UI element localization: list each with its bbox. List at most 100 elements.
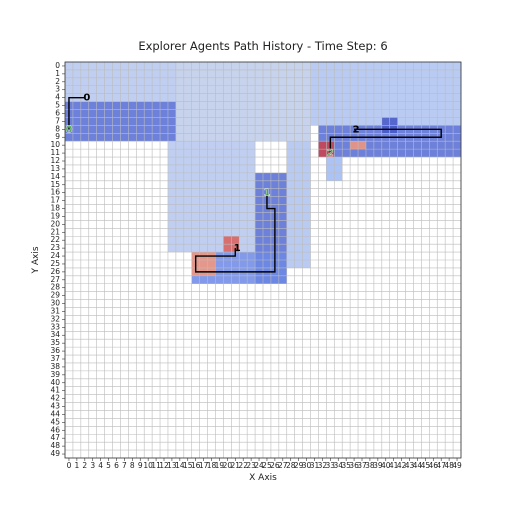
y-tick-label: 33 <box>50 322 60 331</box>
y-tick-label: 20 <box>50 219 60 228</box>
x-tick-label: 2 <box>82 461 87 470</box>
y-tick-label: 39 <box>50 370 60 379</box>
x-tick-label: 5 <box>106 461 111 470</box>
x-tick-label: 22 <box>238 461 248 470</box>
x-tick-label: 30 <box>302 461 312 470</box>
chart-title: Explorer Agents Path History - Time Step… <box>138 39 387 53</box>
x-tick-label: 44 <box>413 461 423 470</box>
y-tick-label: 15 <box>50 180 60 189</box>
x-tick-label: 36 <box>349 461 359 470</box>
x-tick-label: 41 <box>389 461 399 470</box>
x-tick-label: 15 <box>183 461 193 470</box>
y-tick-label: 10 <box>50 140 60 149</box>
x-tick-label: 20 <box>223 461 233 470</box>
y-tick-label: 38 <box>50 362 60 371</box>
x-tick-label: 21 <box>231 461 241 470</box>
y-tick-label: 37 <box>50 354 60 363</box>
x-tick-label: 47 <box>436 461 446 470</box>
x-tick-label: 38 <box>365 461 375 470</box>
x-tick-label: 3 <box>90 461 95 470</box>
x-tick-label: 34 <box>333 461 343 470</box>
x-tick-label: 19 <box>215 461 225 470</box>
y-tick-label: 25 <box>50 259 60 268</box>
agent-start-label: 0 <box>65 124 72 135</box>
y-tick-label: 48 <box>50 441 60 450</box>
y-tick-label: 44 <box>50 409 60 418</box>
y-tick-label: 45 <box>50 417 60 426</box>
x-tick-label: 17 <box>199 461 209 470</box>
y-tick-label: 49 <box>50 449 60 458</box>
x-tick-label: 27 <box>278 461 288 470</box>
y-tick-label: 21 <box>50 227 60 236</box>
x-tick-label: 12 <box>159 461 169 470</box>
y-tick-label: 9 <box>55 132 60 141</box>
x-tick-label: 28 <box>286 461 296 470</box>
x-tick-label: 43 <box>405 461 415 470</box>
y-tick-label: 28 <box>50 283 60 292</box>
x-tick-label: 4 <box>98 461 103 470</box>
x-tick-label: 33 <box>326 461 336 470</box>
x-tick-label: 10 <box>143 461 153 470</box>
grid <box>64 61 462 459</box>
y-tick-label: 29 <box>50 291 60 300</box>
x-tick-label: 35 <box>341 461 351 470</box>
agent-current-label: 1 <box>234 243 241 254</box>
y-tick-label: 6 <box>55 108 60 117</box>
x-tick-label: 13 <box>167 461 177 470</box>
y-tick-label: 46 <box>50 425 60 434</box>
y-tick-label: 17 <box>50 196 60 205</box>
agent-path <box>194 192 276 273</box>
x-tick-label: 8 <box>130 461 135 470</box>
y-tick-label: 27 <box>50 275 60 284</box>
x-tick-label: 40 <box>381 461 391 470</box>
y-tick-label: 2 <box>55 77 60 86</box>
x-tick-label: 6 <box>114 461 119 470</box>
y-tick-label: 7 <box>55 116 60 125</box>
x-tick-label: 9 <box>138 461 143 470</box>
x-tick-label: 18 <box>207 461 217 470</box>
agent-current-label: 2 <box>353 124 360 135</box>
y-tick-label: 36 <box>50 346 60 355</box>
x-axis-label: X Axis <box>249 473 277 483</box>
y-tick-label: 30 <box>50 299 60 308</box>
y-tick-label: 23 <box>50 243 60 252</box>
y-tick-label: 42 <box>50 394 60 403</box>
paths: 0 0 1 1 2 2 <box>65 93 442 273</box>
x-tick-label: 45 <box>421 461 431 470</box>
x-tick-label: 49 <box>452 461 462 470</box>
y-tick-label: 26 <box>50 267 60 276</box>
y-tick-label: 35 <box>50 338 60 347</box>
y-tick-label: 43 <box>50 402 60 411</box>
y-tick-label: 18 <box>50 204 60 213</box>
x-tick-label: 11 <box>151 461 161 470</box>
x-tick-label: 0 <box>67 461 72 470</box>
axes: 0 1 2 3 4 5 6 7 8 9 101112131415161718192021222324… <box>50 61 462 470</box>
agent-start-label: 2 <box>327 148 334 159</box>
y-tick-label: 14 <box>50 172 60 181</box>
agent-path <box>329 128 442 154</box>
x-tick-label: 46 <box>429 461 439 470</box>
y-tick-label: 8 <box>55 124 60 133</box>
x-tick-label: 23 <box>246 461 256 470</box>
y-tick-label: 41 <box>50 386 60 395</box>
y-tick-label: 0 <box>55 61 60 70</box>
y-tick-label: 47 <box>50 433 60 442</box>
y-tick-label: 12 <box>50 156 60 165</box>
y-axis-label: Y Axis <box>31 246 41 274</box>
y-tick-label: 1 <box>55 69 60 78</box>
x-tick-label: 26 <box>270 461 280 470</box>
y-tick-label: 3 <box>55 85 60 94</box>
x-tick-label: 39 <box>373 461 383 470</box>
agent-start-label: 1 <box>263 188 270 199</box>
x-tick-label: 1 <box>74 461 79 470</box>
x-tick-label: 24 <box>254 461 264 470</box>
x-tick-label: 32 <box>318 461 328 470</box>
y-tick-label: 24 <box>50 251 60 260</box>
y-tick-label: 16 <box>50 188 60 197</box>
y-tick-label: 5 <box>55 101 60 110</box>
x-tick-label: 25 <box>262 461 272 470</box>
y-tick-label: 40 <box>50 378 60 387</box>
x-tick-label: 48 <box>444 461 454 470</box>
x-tick-label: 7 <box>122 461 127 470</box>
